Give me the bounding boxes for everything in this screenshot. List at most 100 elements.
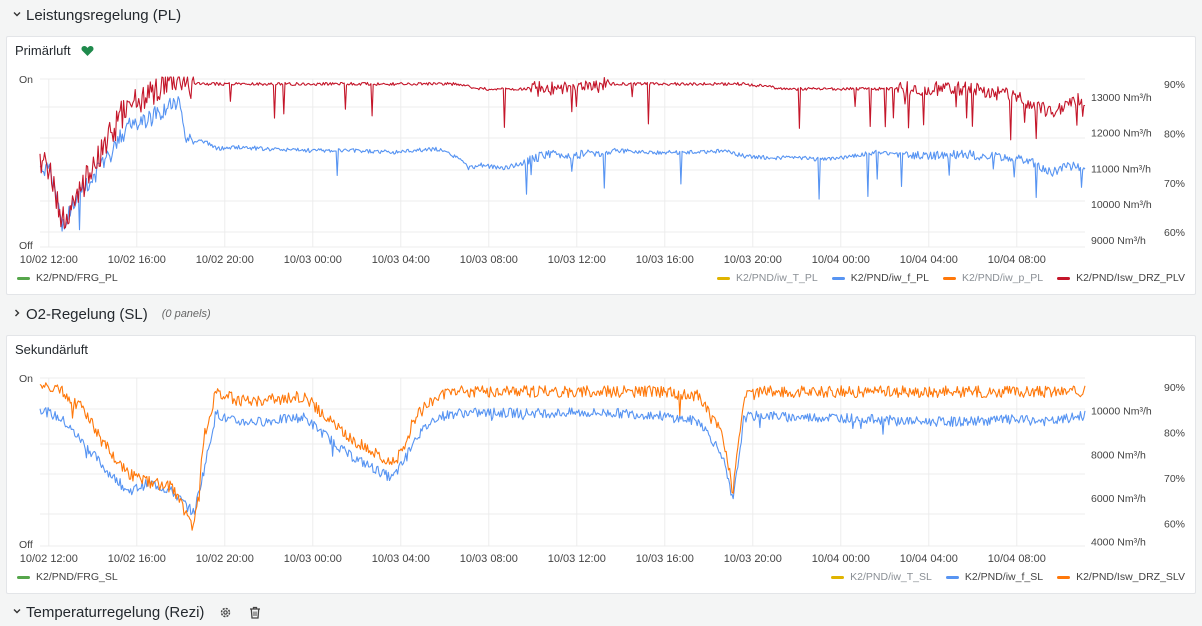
legend-item[interactable]: K2/PND/FRG_SL [17,571,118,583]
x-tick-label: 10/02 12:00 [20,254,78,266]
x-tick-label: 10/03 16:00 [636,553,694,565]
x-tick-label: 10/02 20:00 [196,553,254,565]
legend-item[interactable]: K2/PND/iw_f_PL [831,272,929,284]
y-right2-tick-label: 80% [1164,128,1185,140]
legend-swatch [942,276,956,280]
y-tick-label: Off [19,539,33,551]
y-right-tick-label: 12000 Nm³/h [1091,128,1152,140]
y-right2-tick-label: 90% [1164,79,1185,91]
row-title[interactable]: Leistungsregelung (PL) [26,6,182,24]
primaerluft-chart[interactable]: 10/02 12:00 10/02 16:00 10/02 20:00 10/03 0… [7,37,1195,294]
legend-item[interactable]: K2/PND/FRG_PL [17,272,118,284]
chevron-down-icon[interactable] [8,605,26,619]
row-title[interactable]: O2-Regelung (SL) [26,305,148,323]
y-right2-tick-label: 70% [1164,178,1185,190]
plot-area: 10/02 12:00 10/02 16:00 10/02 20:00 10/03 0… [19,373,1185,565]
y-right-tick-label: 11000 Nm³/h [1091,163,1151,175]
row-title[interactable]: Temperaturregelung (Rezi) [26,603,205,621]
y-right-tick-label: 10000 Nm³/h [1091,199,1152,211]
row-header-pl[interactable]: Leistungsregelung (PL) [0,1,1202,29]
x-tick-label: 10/03 16:00 [636,254,694,266]
y-tick-label: Off [19,240,33,252]
y-right-tick-label: 4000 Nm³/h [1091,537,1146,549]
x-tick-label: 10/04 00:00 [812,553,870,565]
gear-icon[interactable] [216,603,234,621]
legend-swatch [831,575,845,579]
x-tick-label: 10/03 00:00 [284,553,342,565]
panel-title: Sekundärluft [15,342,88,357]
y-right-tick-label: 10000 Nm³/h [1091,406,1152,418]
legend-swatch [17,575,30,579]
legend-label: K2/PND/iw_p_PL [961,272,1044,284]
x-tick-label: 10/03 20:00 [724,553,782,565]
y-right2-tick-label: 70% [1164,473,1185,485]
series-line-k2-pnd-iw-f-pl [39,96,1086,232]
legend-label: K2/PND/iw_f_SL [964,571,1044,583]
legend-item[interactable]: K2/PND/Isw_DRZ_SLV [1057,571,1185,583]
legend-item[interactable]: K2/PND/iw_T_SL [831,571,932,583]
series-line-k2-pnd-isw-drz-slv [39,382,1086,531]
y-right-tick-label: 13000 Nm³/h [1091,92,1152,104]
panel-title: Primärluft [15,43,71,58]
legend-swatch [1057,276,1071,280]
y-right-tick-label: 8000 Nm³/h [1091,449,1146,461]
y-right-tick-label: 9000 Nm³/h [1091,235,1146,247]
y-right2-tick-label: 90% [1164,382,1185,394]
legend-item[interactable]: K2/PND/iw_f_SL [945,571,1044,583]
x-tick-label: 10/03 00:00 [284,254,342,266]
legend-label: K2/PND/FRG_PL [36,272,118,284]
legend-label: K2/PND/iw_T_SL [850,571,932,583]
legend-label: K2/PND/iw_f_PL [850,272,929,284]
legend-swatch [831,276,845,280]
legend-item[interactable]: K2/PND/iw_T_PL [717,272,818,284]
legend-left: K2/PND/FRG_PL [17,272,118,284]
trash-icon[interactable] [246,603,264,621]
legend-label: K2/PND/Isw_DRZ_SLV [1076,571,1185,583]
x-tick-label: 10/03 08:00 [460,553,518,565]
legend-left: K2/PND/FRG_SL [17,571,118,583]
x-tick-label: 10/02 16:00 [108,254,166,266]
x-tick-label: 10/03 08:00 [460,254,518,266]
row-panel-count: (0 panels) [161,308,211,320]
y-right2-tick-label: 60% [1164,227,1185,239]
legend-right: K2/PND/iw_T_PL K2/PND/iw_f_PL K2/PND/iw_… [703,272,1185,284]
legend-item[interactable]: K2/PND/Isw_DRZ_PLV [1057,272,1185,284]
panel-primaerluft: Primärluft 10/02 12:00 10/02 16:00 10/02 2… [6,36,1196,295]
y-tick-label: On [19,74,33,86]
y-right2-tick-label: 80% [1164,427,1185,439]
chevron-right-icon[interactable] [8,307,26,321]
panel-header[interactable]: Primärluft [15,43,94,58]
panel-header[interactable]: Sekundärluft [15,342,88,357]
chevron-down-icon[interactable] [8,8,26,22]
legend-swatch [17,276,30,280]
x-tick-label: 10/04 08:00 [988,553,1046,565]
panel-sekundaerluft: Sekundärluft 10/02 12:00 10/02 16:00 10/02… [6,335,1196,594]
x-tick-label: 10/02 16:00 [108,553,166,565]
y-tick-label: On [19,373,33,385]
legend-label: K2/PND/FRG_SL [36,571,118,583]
legend-right: K2/PND/iw_T_SL K2/PND/iw_f_SL K2/PND/Isw… [817,571,1185,583]
x-tick-label: 10/04 00:00 [812,254,870,266]
x-tick-label: 10/04 04:00 [900,254,958,266]
x-tick-label: 10/03 12:00 [548,553,606,565]
series-line-k2-pnd-iw-f-sl [39,407,1086,516]
legend-swatch [1057,575,1071,579]
x-tick-label: 10/04 04:00 [900,553,958,565]
plot-area: 10/02 12:00 10/02 16:00 10/02 20:00 10/03 0… [19,74,1185,266]
series-line-k2-pnd-isw-drz-plv [39,76,1086,229]
x-tick-label: 10/03 12:00 [548,254,606,266]
x-tick-label: 10/02 12:00 [20,553,78,565]
legend-swatch [945,575,959,579]
x-tick-label: 10/02 20:00 [196,254,254,266]
y-right2-tick-label: 60% [1164,518,1185,530]
legend-item[interactable]: K2/PND/iw_p_PL [942,272,1044,284]
heart-icon[interactable] [81,45,94,57]
legend-label: K2/PND/Isw_DRZ_PLV [1076,272,1185,284]
legend-label: K2/PND/iw_T_PL [736,272,818,284]
x-tick-label: 10/04 08:00 [988,254,1046,266]
row-header-rezi[interactable]: Temperaturregelung (Rezi) [0,598,1202,626]
row-header-sl[interactable]: O2-Regelung (SL) (0 panels) [0,300,1202,328]
sekundaerluft-chart[interactable]: 10/02 12:00 10/02 16:00 10/02 20:00 10/03 0… [7,336,1195,593]
x-tick-label: 10/03 04:00 [372,254,430,266]
x-tick-label: 10/03 04:00 [372,553,430,565]
